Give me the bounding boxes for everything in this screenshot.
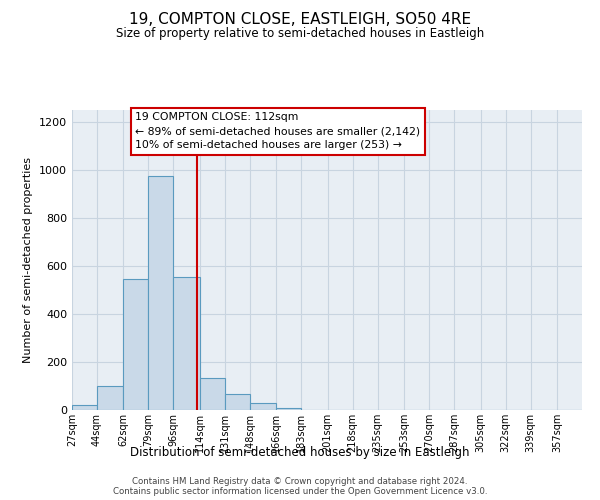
Bar — [200, 378, 225, 410]
Text: Distribution of semi-detached houses by size in Eastleigh: Distribution of semi-detached houses by … — [130, 446, 470, 459]
Text: Size of property relative to semi-detached houses in Eastleigh: Size of property relative to semi-detach… — [116, 28, 484, 40]
Bar — [276, 408, 301, 410]
Text: Contains HM Land Registry data © Crown copyright and database right 2024.: Contains HM Land Registry data © Crown c… — [132, 476, 468, 486]
Y-axis label: Number of semi-detached properties: Number of semi-detached properties — [23, 157, 34, 363]
Bar — [225, 394, 250, 410]
Bar — [124, 279, 148, 410]
Bar — [173, 277, 200, 410]
Text: 19 COMPTON CLOSE: 112sqm
← 89% of semi-detached houses are smaller (2,142)
10% o: 19 COMPTON CLOSE: 112sqm ← 89% of semi-d… — [135, 112, 421, 150]
Bar — [72, 405, 97, 410]
Text: Contains public sector information licensed under the Open Government Licence v3: Contains public sector information licen… — [113, 486, 487, 496]
Bar — [148, 176, 173, 410]
Bar — [250, 403, 276, 410]
Text: 19, COMPTON CLOSE, EASTLEIGH, SO50 4RE: 19, COMPTON CLOSE, EASTLEIGH, SO50 4RE — [129, 12, 471, 28]
Bar — [97, 386, 124, 410]
